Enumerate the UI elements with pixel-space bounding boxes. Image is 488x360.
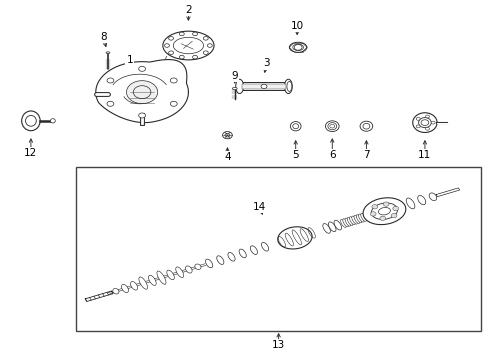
Ellipse shape (346, 217, 352, 225)
Circle shape (192, 32, 197, 36)
Circle shape (168, 37, 173, 40)
Ellipse shape (113, 288, 119, 294)
Text: 6: 6 (328, 150, 335, 160)
Circle shape (415, 125, 419, 128)
Text: 8: 8 (100, 32, 106, 41)
Bar (239, 82, 288, 90)
Circle shape (107, 78, 114, 83)
Circle shape (139, 66, 145, 71)
Ellipse shape (25, 116, 36, 126)
Circle shape (415, 117, 419, 120)
Ellipse shape (428, 193, 436, 201)
Ellipse shape (349, 217, 354, 225)
Ellipse shape (175, 267, 183, 278)
Ellipse shape (418, 118, 430, 128)
Ellipse shape (205, 259, 212, 268)
Circle shape (261, 84, 266, 89)
Text: 4: 4 (224, 152, 230, 162)
Ellipse shape (351, 216, 357, 224)
Ellipse shape (417, 195, 425, 205)
Circle shape (425, 127, 428, 130)
Ellipse shape (232, 87, 237, 90)
Ellipse shape (355, 215, 361, 223)
Ellipse shape (362, 198, 405, 225)
Circle shape (203, 51, 208, 54)
Circle shape (170, 78, 177, 83)
Ellipse shape (216, 256, 224, 265)
Ellipse shape (340, 219, 346, 228)
Ellipse shape (185, 266, 192, 273)
Ellipse shape (289, 42, 306, 52)
Circle shape (383, 202, 388, 206)
Ellipse shape (163, 31, 214, 60)
Ellipse shape (148, 275, 156, 285)
Ellipse shape (290, 122, 301, 131)
Ellipse shape (139, 277, 147, 289)
Ellipse shape (358, 214, 364, 222)
Text: 7: 7 (363, 150, 369, 160)
Circle shape (126, 81, 158, 104)
Ellipse shape (157, 271, 165, 284)
Circle shape (379, 216, 385, 220)
Text: 2: 2 (185, 5, 191, 15)
Circle shape (107, 101, 114, 106)
Circle shape (369, 212, 375, 216)
Ellipse shape (227, 252, 235, 261)
Text: 12: 12 (24, 148, 38, 158)
Circle shape (139, 113, 145, 118)
Ellipse shape (328, 222, 335, 231)
Text: 9: 9 (231, 71, 238, 81)
Circle shape (203, 37, 208, 40)
Ellipse shape (370, 203, 397, 219)
Ellipse shape (235, 79, 243, 94)
Circle shape (430, 121, 434, 124)
Circle shape (179, 32, 184, 36)
Ellipse shape (250, 246, 257, 255)
Ellipse shape (345, 218, 350, 226)
Bar (242, 84, 285, 89)
Circle shape (207, 44, 212, 47)
Text: 11: 11 (417, 150, 430, 160)
Circle shape (168, 51, 173, 54)
Ellipse shape (342, 219, 348, 227)
Circle shape (179, 55, 184, 59)
Ellipse shape (286, 81, 291, 91)
Text: 14: 14 (252, 202, 265, 212)
Text: 1: 1 (126, 55, 133, 65)
Text: 5: 5 (292, 150, 298, 160)
Text: 3: 3 (263, 58, 269, 68)
Text: 10: 10 (290, 21, 303, 31)
Circle shape (164, 44, 169, 47)
Ellipse shape (106, 52, 110, 54)
Ellipse shape (130, 282, 138, 290)
Ellipse shape (412, 113, 436, 132)
Ellipse shape (353, 215, 359, 224)
Ellipse shape (359, 121, 372, 131)
Ellipse shape (333, 220, 341, 230)
Ellipse shape (239, 249, 246, 258)
Circle shape (392, 206, 398, 211)
Circle shape (192, 55, 197, 59)
Ellipse shape (325, 121, 338, 132)
Ellipse shape (166, 270, 174, 280)
Polygon shape (96, 59, 188, 123)
Ellipse shape (406, 198, 414, 209)
Ellipse shape (261, 242, 268, 251)
Ellipse shape (121, 284, 128, 293)
Circle shape (371, 204, 377, 209)
Ellipse shape (50, 119, 55, 123)
Ellipse shape (360, 213, 366, 221)
Circle shape (170, 101, 177, 106)
Ellipse shape (222, 132, 232, 139)
Bar (76, 167, 480, 330)
Ellipse shape (194, 264, 201, 270)
Ellipse shape (21, 111, 40, 131)
Circle shape (425, 115, 428, 118)
Ellipse shape (277, 227, 311, 249)
Circle shape (390, 213, 396, 218)
Ellipse shape (322, 224, 330, 233)
Ellipse shape (292, 44, 303, 50)
Ellipse shape (284, 79, 292, 94)
Text: 13: 13 (271, 340, 285, 350)
